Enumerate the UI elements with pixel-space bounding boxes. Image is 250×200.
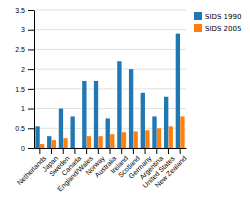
bar [122,132,126,148]
bar [82,81,86,148]
bar [70,116,74,148]
y-tick: 3 [21,26,34,33]
x-tick-mark [156,148,157,154]
y-tick-label: 0 [21,145,25,152]
y-tick-label: 2 [21,66,25,73]
bar [129,69,133,148]
bar [180,116,184,148]
y-tick-label: 3.5 [15,7,25,14]
y-tick-label: 1 [21,105,25,112]
bar [152,116,156,148]
y-tick: 3.5 [15,7,34,14]
grid [34,10,186,148]
bar-series [35,34,180,148]
legend-label: SIDS 1990 [205,13,241,21]
bar [35,126,39,148]
x-tick-mark [98,148,99,154]
x-tick-mark [180,148,181,154]
legend-item: SIDS 1990 [194,12,241,21]
x-tick-mark [145,148,146,154]
x-tick-mark [168,148,169,154]
y-tick-label: 1.5 [15,86,25,93]
x-tick-label: New Zealand [154,155,188,189]
y-tick-mark [28,109,34,110]
plot: 0 0.5 1 1.5 2 2.5 3 3.5 NetherlandsJapanSwedenCa… [15,7,188,194]
grid-line [34,29,186,30]
y-tick: 1 [21,105,34,112]
y-tick: 2 [21,66,34,73]
bar [176,34,180,148]
bar-series [40,116,185,148]
bar [133,131,137,148]
y-tick-mark [28,148,34,149]
bar [87,136,91,148]
bar [63,138,67,148]
y-tick-mark [28,128,34,129]
bar [98,136,102,148]
grid-line [34,128,186,129]
x-tick-mark [121,148,122,154]
y-tick: 0.5 [15,125,34,132]
x-tick-mark [74,148,75,154]
y-tick: 0 [21,145,34,152]
y-tick-mark [28,89,34,90]
bar [164,97,168,148]
bar [110,134,114,148]
x-tick-mark [63,148,64,154]
y-tick-label: 3 [21,26,25,33]
y-axis: 0 0.5 1 1.5 2 2.5 3 3.5 [15,7,34,152]
grid-line [34,69,186,70]
y-tick-label: 0.5 [15,125,25,132]
bar [117,61,121,148]
legend: SIDS 1990 SIDS 2005 [194,12,241,33]
bar [106,118,110,148]
bar [59,109,63,148]
grid-line [34,108,186,109]
x-tick-mark [133,148,134,154]
grid-line [34,10,186,11]
grid-line [34,88,186,89]
chart: 0 0.5 1 1.5 2 2.5 3 3.5 NetherlandsJapanSwedenCa… [0,0,250,200]
x-tick-mark [39,148,40,154]
bar [169,126,173,148]
bar [145,130,149,148]
y-tick-mark [28,10,34,11]
bar [52,140,56,148]
legend-swatch [194,12,202,20]
y-tick-mark [28,30,34,31]
grid-line [34,49,186,50]
legend-item: SIDS 2005 [194,24,241,33]
bar [75,148,79,149]
y-axis-line [34,11,35,149]
y-tick: 1.5 [15,86,34,93]
bar [141,93,145,148]
bar [40,144,44,148]
x-tick-mark [51,148,52,154]
y-tick-mark [28,69,34,70]
legend-label: SIDS 2005 [205,25,241,33]
bar [47,136,51,148]
x-axis: NetherlandsJapanSwedenCanadaEngland/Wale… [16,148,188,193]
y-tick-label: 2.5 [15,46,25,53]
bar [157,128,161,148]
y-tick: 2.5 [15,46,34,53]
bars [35,34,184,148]
x-tick: New Zealand [154,148,188,189]
legend-swatch [194,24,202,32]
x-tick-mark [110,148,111,154]
bar [94,81,98,148]
x-tick-mark [86,148,87,154]
y-tick-mark [28,49,34,50]
